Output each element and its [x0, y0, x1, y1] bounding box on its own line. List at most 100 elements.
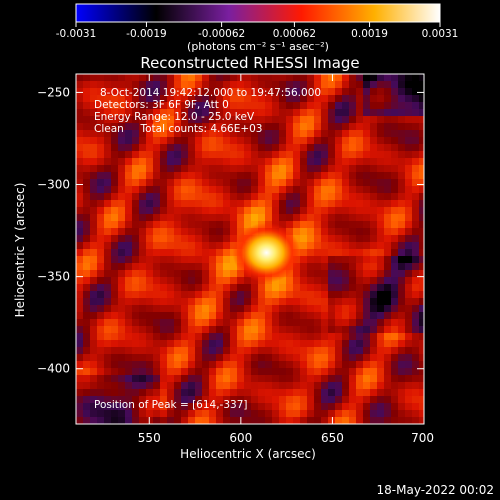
heatmap-cell: [377, 382, 385, 390]
heatmap-cell: [405, 242, 413, 250]
heatmap-cell: [398, 186, 406, 194]
heatmap-cell: [363, 179, 371, 187]
heatmap-cell: [244, 347, 252, 355]
heatmap-cell: [104, 228, 112, 236]
heatmap-cell: [328, 214, 336, 222]
heatmap-cell: [307, 277, 315, 285]
heatmap-cell: [384, 340, 392, 348]
heatmap-cell: [125, 347, 133, 355]
heatmap-cell: [265, 172, 273, 180]
heatmap-cell: [111, 165, 119, 173]
heatmap-cell: [118, 319, 126, 327]
heatmap-cell: [356, 228, 364, 236]
heatmap-cell: [293, 165, 301, 173]
heatmap-cell: [153, 249, 161, 257]
heatmap-cell: [76, 368, 84, 376]
heatmap-cell: [391, 109, 399, 117]
heatmap-cell: [349, 88, 357, 96]
heatmap-cell: [188, 193, 196, 201]
heatmap-cell: [251, 116, 259, 124]
heatmap-cell: [300, 109, 308, 117]
heatmap-cell: [412, 256, 420, 264]
heatmap-cell: [335, 95, 343, 103]
heatmap-cell: [237, 88, 245, 96]
heatmap-cell: [377, 270, 385, 278]
heatmap-cell: [286, 137, 294, 145]
heatmap-cell: [349, 396, 357, 404]
heatmap-cell: [349, 123, 357, 131]
heatmap-cell: [370, 123, 378, 131]
heatmap-cell: [419, 242, 424, 250]
heatmap-cell: [300, 263, 308, 271]
heatmap-cell: [146, 165, 154, 173]
heatmap-cell: [251, 312, 259, 320]
heatmap-cell: [314, 361, 322, 369]
heatmap-cell: [286, 396, 294, 404]
heatmap-cell: [258, 116, 266, 124]
heatmap-cell: [293, 74, 301, 82]
heatmap-cell: [167, 116, 175, 124]
heatmap-cell: [244, 165, 252, 173]
heatmap-cell: [104, 291, 112, 299]
heatmap-cell: [237, 375, 245, 383]
heatmap-cell: [209, 389, 217, 397]
heatmap-cell: [342, 123, 350, 131]
heatmap-cell: [125, 375, 133, 383]
heatmap-cell: [349, 172, 357, 180]
heatmap-cell: [265, 95, 273, 103]
heatmap-cell: [251, 382, 259, 390]
heatmap-cell: [223, 116, 231, 124]
heatmap-cell: [363, 158, 371, 166]
heatmap-cell: [104, 396, 112, 404]
heatmap-cell: [251, 354, 259, 362]
heatmap-cell: [363, 410, 371, 418]
heatmap-cell: [139, 326, 147, 334]
heatmap-cell: [314, 95, 322, 103]
heatmap-cell: [412, 347, 420, 355]
heatmap-cell: [167, 172, 175, 180]
heatmap-cell: [328, 235, 336, 243]
heatmap-cell: [237, 228, 245, 236]
heatmap-cell: [188, 347, 196, 355]
heatmap-cell: [181, 284, 189, 292]
heatmap-cell: [118, 347, 126, 355]
heatmap-cell: [111, 410, 119, 418]
heatmap-cell: [265, 207, 273, 215]
heatmap-cell: [216, 256, 224, 264]
heatmap-cell: [104, 95, 112, 103]
heatmap-cell: [237, 382, 245, 390]
heatmap-cell: [349, 347, 357, 355]
heatmap-cell: [111, 221, 119, 229]
heatmap-cell: [405, 256, 413, 264]
heatmap-cell: [244, 389, 252, 397]
heatmap-cell: [76, 340, 84, 348]
heatmap-cell: [216, 200, 224, 208]
heatmap-cell: [223, 102, 231, 110]
heatmap-cell: [76, 74, 84, 82]
heatmap-cell: [216, 319, 224, 327]
heatmap-cell: [230, 221, 238, 229]
heatmap-cell: [412, 410, 420, 418]
heatmap-cell: [321, 312, 329, 320]
heatmap-cell: [314, 200, 322, 208]
heatmap-cell: [244, 137, 252, 145]
heatmap-cell: [146, 368, 154, 376]
heatmap-cell: [251, 179, 259, 187]
heatmap-cell: [398, 396, 406, 404]
heatmap-cell: [300, 137, 308, 145]
heatmap-cell: [286, 389, 294, 397]
heatmap-cell: [335, 284, 343, 292]
heatmap-cell: [104, 221, 112, 229]
heatmap-cell: [195, 214, 203, 222]
heatmap-cell: [377, 172, 385, 180]
heatmap-cell: [216, 158, 224, 166]
heatmap-cell: [307, 214, 315, 222]
heatmap-cell: [97, 305, 105, 313]
heatmap-cell: [377, 312, 385, 320]
heatmap-cell: [230, 130, 238, 138]
heatmap-cell: [146, 354, 154, 362]
heatmap-cell: [188, 130, 196, 138]
heatmap-cell: [76, 172, 84, 180]
heatmap-cell: [146, 158, 154, 166]
heatmap-cell: [349, 277, 357, 285]
